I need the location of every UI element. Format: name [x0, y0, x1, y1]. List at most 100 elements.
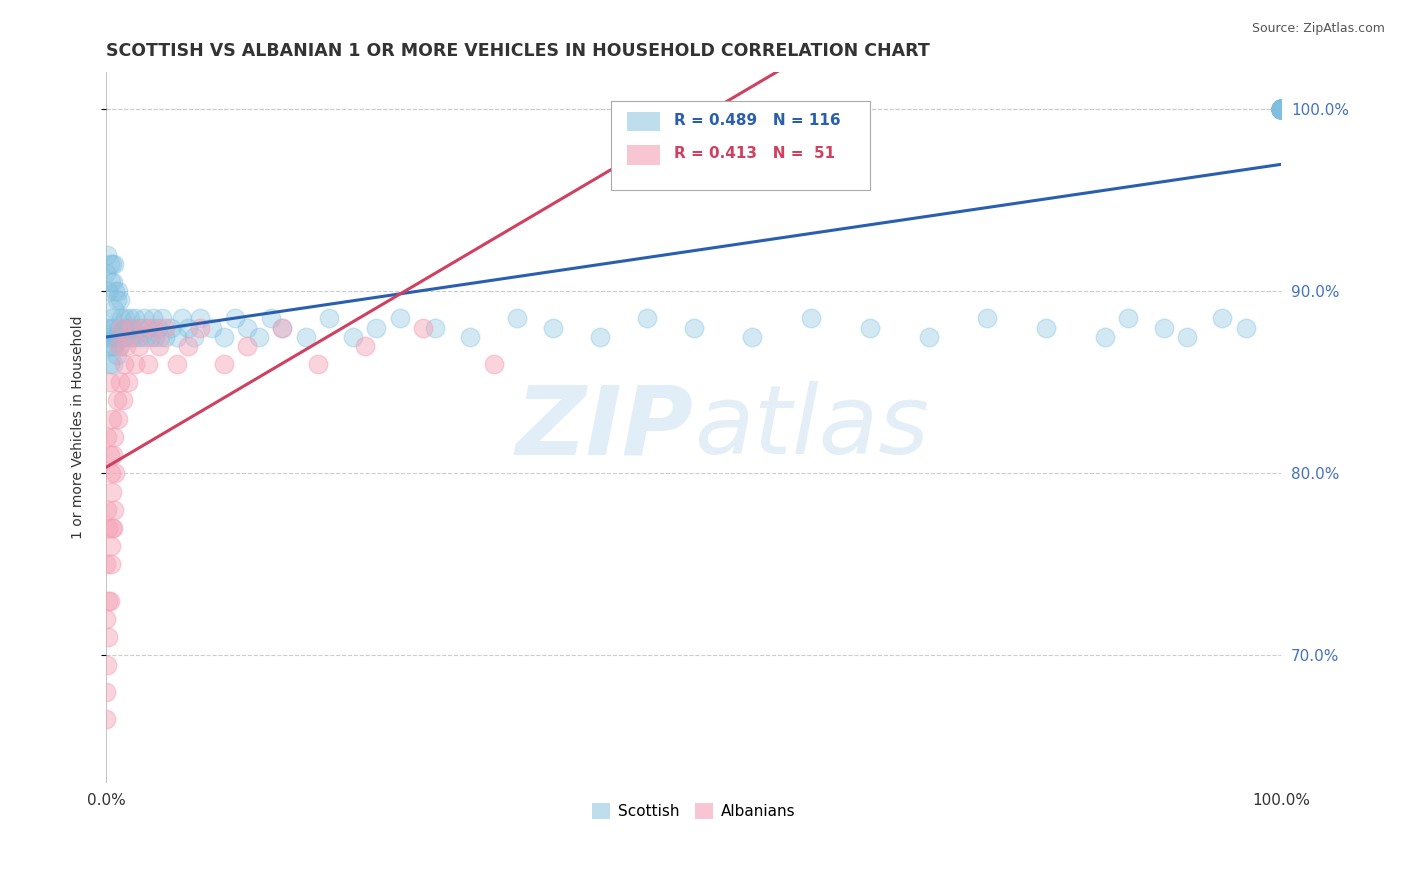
Albanians [132, 320, 155, 334]
Scottish [1270, 102, 1292, 116]
Albanians [112, 357, 135, 371]
Scottish [201, 320, 224, 334]
Scottish [135, 329, 157, 343]
Scottish [103, 257, 125, 271]
Scottish [236, 320, 259, 334]
Albanians [98, 594, 121, 608]
Scottish [128, 320, 150, 334]
Scottish [188, 311, 211, 326]
Albanians [103, 502, 125, 516]
Albanians [97, 594, 120, 608]
Albanians [105, 393, 128, 408]
Scottish [149, 329, 172, 343]
FancyBboxPatch shape [627, 145, 659, 165]
Scottish [118, 311, 141, 326]
Legend: Scottish, Albanians: Scottish, Albanians [586, 797, 801, 825]
Scottish [1270, 102, 1292, 116]
Scottish [115, 329, 138, 343]
Scottish [1234, 320, 1257, 334]
Scottish [1270, 102, 1292, 116]
Scottish [1270, 102, 1292, 116]
Albanians [104, 467, 127, 481]
Albanians [94, 712, 117, 726]
Scottish [94, 266, 117, 280]
Albanians [110, 320, 132, 334]
Scottish [101, 320, 124, 334]
Albanians [97, 630, 120, 644]
Scottish [94, 329, 117, 343]
Albanians [212, 357, 235, 371]
Scottish [177, 320, 200, 334]
Albanians [100, 558, 122, 572]
Scottish [1270, 102, 1292, 116]
Scottish [120, 329, 142, 343]
Albanians [121, 320, 143, 334]
Albanians [100, 467, 122, 481]
Scottish [541, 320, 564, 334]
Albanians [96, 657, 118, 672]
Text: R = 0.413   N =  51: R = 0.413 N = 51 [673, 146, 835, 161]
Scottish [271, 320, 294, 334]
Scottish [104, 284, 127, 298]
Scottish [859, 320, 882, 334]
Scottish [1153, 320, 1175, 334]
Albanians [153, 320, 176, 334]
Albanians [96, 502, 118, 516]
Scottish [132, 311, 155, 326]
Albanians [101, 521, 124, 535]
Scottish [366, 320, 388, 334]
Albanians [166, 357, 188, 371]
Scottish [1270, 102, 1292, 116]
Albanians [117, 375, 139, 389]
Scottish [101, 257, 124, 271]
Scottish [98, 357, 121, 371]
Scottish [183, 329, 205, 343]
Albanians [94, 558, 117, 572]
Albanians [236, 339, 259, 353]
Scottish [96, 247, 118, 261]
FancyBboxPatch shape [612, 101, 870, 190]
Albanians [307, 357, 329, 371]
Albanians [108, 375, 131, 389]
Scottish [114, 311, 136, 326]
Albanians [101, 521, 124, 535]
Scottish [97, 339, 120, 353]
Albanians [111, 393, 134, 408]
Scottish [1270, 102, 1292, 116]
Albanians [107, 411, 129, 425]
Scottish [115, 320, 138, 334]
Scottish [103, 302, 125, 317]
Scottish [1270, 102, 1292, 116]
Scottish [1094, 329, 1116, 343]
Albanians [353, 339, 375, 353]
Scottish [166, 329, 188, 343]
Scottish [976, 311, 998, 326]
Scottish [101, 311, 124, 326]
Scottish [100, 275, 122, 289]
Scottish [741, 329, 763, 343]
Albanians [97, 521, 120, 535]
Scottish [800, 311, 823, 326]
Text: atlas: atlas [693, 381, 928, 475]
Scottish [1270, 102, 1292, 116]
Scottish [108, 320, 131, 334]
Albanians [115, 339, 138, 353]
Scottish [107, 284, 129, 298]
Albanians [188, 320, 211, 334]
Albanians [148, 339, 170, 353]
Scottish [1118, 311, 1140, 326]
Scottish [318, 311, 340, 326]
Scottish [159, 320, 181, 334]
Albanians [101, 448, 124, 462]
Scottish [124, 311, 146, 326]
Albanians [482, 357, 505, 371]
Scottish [108, 293, 131, 308]
Albanians [108, 339, 131, 353]
Scottish [1270, 102, 1292, 116]
Scottish [105, 293, 128, 308]
Albanians [94, 685, 117, 699]
Scottish [1175, 329, 1198, 343]
Scottish [124, 329, 146, 343]
Scottish [247, 329, 270, 343]
Scottish [1270, 102, 1292, 116]
